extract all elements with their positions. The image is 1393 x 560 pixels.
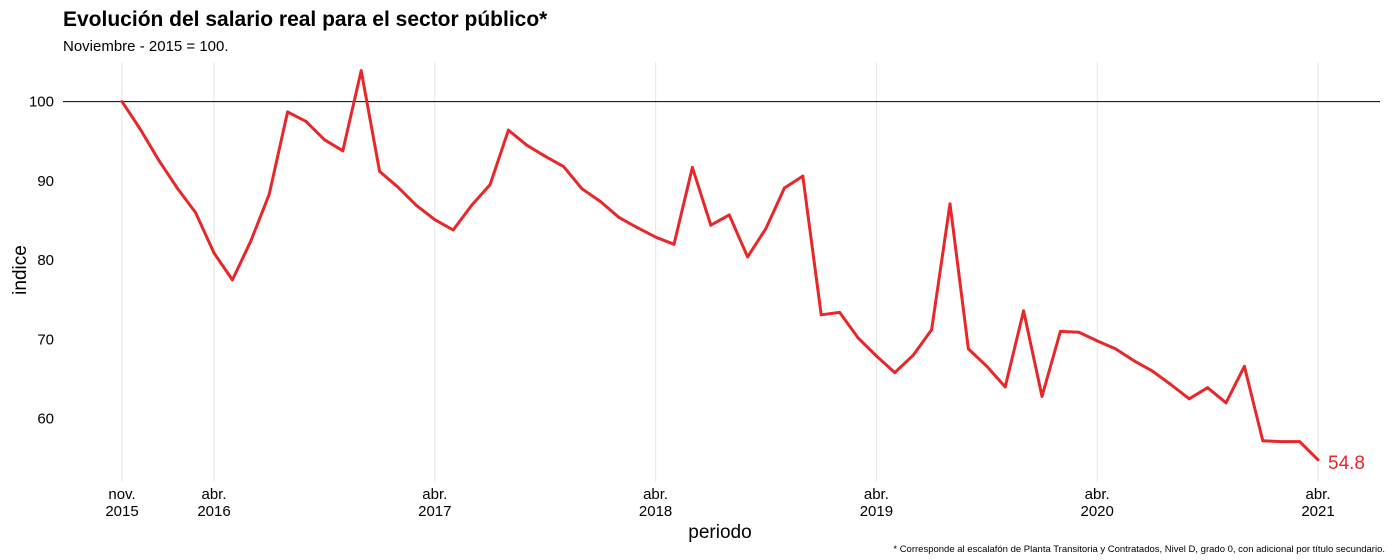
data-point-2017-08 [507,128,510,132]
x-tick-label-2: abr. [422,486,447,503]
y-axis-ticks: 60 70 80 90 100 [29,94,54,428]
data-point-2017-06 [470,204,473,207]
footnote: * Corresponde al escalafón de Planta Tra… [893,544,1385,555]
data-point-2020-12 [1243,364,1246,368]
x-tick-year-1: 2016 [197,503,230,520]
data-point-2021-01 [1261,439,1265,443]
data-point-2018-12 [801,174,805,178]
x-tick-year-5: 2020 [1081,503,1114,520]
data-point-2016-03 [194,211,198,215]
data-point-2016-04 [212,251,216,255]
data-point-2016-01 [157,158,161,162]
y-tick-label-4: 100 [29,94,54,111]
data-point-2019-07 [930,328,933,332]
data-point-2018-09 [746,255,749,259]
data-point-2017-04 [433,218,437,222]
data-point-2016-08 [286,110,289,114]
x-tick-label-6: abr. [1305,486,1330,503]
data-point-2020-11 [1224,401,1228,405]
data-point-2015-12 [139,127,142,131]
x-tick-label-0: nov. [108,486,135,503]
data-point-2016-09 [304,120,308,123]
data-point-2016-02 [175,186,179,190]
data-point-2016-10 [323,138,326,142]
data-point-2017-09 [525,143,529,147]
data-point-2020-09 [1187,397,1191,401]
data-point-2020-01 [1040,395,1044,398]
data-point-2016-07 [267,192,271,196]
data-point-2019-06 [911,353,915,357]
data-point-2019-12 [1022,309,1025,313]
data-point-2019-09 [967,347,970,351]
y-axis-title: indice [10,245,31,295]
x-tick-year-4: 2019 [860,503,893,520]
data-point-2017-12 [580,187,584,191]
data-point-2018-03 [635,226,639,230]
data-point-2017-10 [543,154,547,158]
data-point-2018-05 [672,242,676,246]
data-point-2016-12 [359,69,363,73]
data-point-2019-10 [985,364,989,368]
series-line-0 [120,69,1320,462]
x-tick-label-4: abr. [864,486,889,503]
data-point-2019-08 [948,202,952,206]
data-point-2021-03 [1298,440,1301,443]
y-tick-label-2: 80 [37,252,54,269]
chart-subtitle: Noviembre - 2015 = 100. [63,38,229,55]
x-tick-year-0: 2015 [105,503,138,520]
data-point-2020-05 [1114,347,1117,351]
data-point-2018-01 [599,200,602,203]
y-tick-label-0: 60 [37,411,54,428]
data-point-2017-07 [488,183,492,187]
x-axis-ticks: nov.2015abr.2016abr.2017abr.2018abr.2019… [105,486,1334,520]
x-tick-label-1: abr. [201,486,226,503]
data-point-2019-03 [856,336,860,340]
x-tick-year-6: 2021 [1301,503,1334,520]
data-point-2021-04 [1316,458,1320,462]
data-point-2016-06 [249,239,253,243]
data-point-2020-04 [1095,339,1099,343]
x-axis-title: periodo [688,522,751,543]
series-layer [120,69,1320,462]
x-tick-year-2: 2017 [418,503,451,520]
y-tick-label-3: 90 [37,173,54,190]
data-point-2020-03 [1077,330,1081,334]
chart-title: Evolución del salario real para el secto… [63,8,548,31]
data-point-2019-01 [819,313,823,317]
data-point-2020-02 [1059,330,1062,333]
data-point-2016-11 [341,149,345,153]
data-point-2018-04 [654,235,657,239]
data-point-2020-06 [1132,359,1136,363]
x-tick-label-5: abr. [1085,486,1110,503]
data-point-2020-08 [1169,383,1173,386]
data-point-2018-07 [709,223,713,227]
data-point-2017-11 [562,165,565,169]
vertical-gridlines [121,62,1319,482]
data-point-2019-02 [838,311,841,314]
data-point-2018-02 [617,215,621,219]
data-point-2018-10 [764,227,768,230]
data-point-2017-05 [451,228,455,232]
data-point-2018-08 [727,213,731,217]
data-point-2020-10 [1206,386,1209,390]
data-point-2017-01 [378,170,381,173]
x-tick-year-3: 2018 [639,503,672,520]
data-point-2019-04 [875,354,878,358]
data-point-2017-02 [396,185,400,189]
data-point-2021-02 [1279,440,1283,443]
data-point-2019-05 [893,371,897,374]
data-point-2019-11 [1003,385,1007,389]
data-point-2020-07 [1151,369,1154,373]
data-point-2016-05 [231,278,234,282]
x-tick-label-3: abr. [643,486,668,503]
y-tick-label-1: 70 [37,331,54,348]
end-value-label: 54.8 [1328,453,1365,474]
data-point-2015-11 [120,100,124,103]
data-point-2017-03 [415,204,418,207]
data-point-2018-11 [783,186,786,190]
data-point-2018-06 [691,166,694,169]
